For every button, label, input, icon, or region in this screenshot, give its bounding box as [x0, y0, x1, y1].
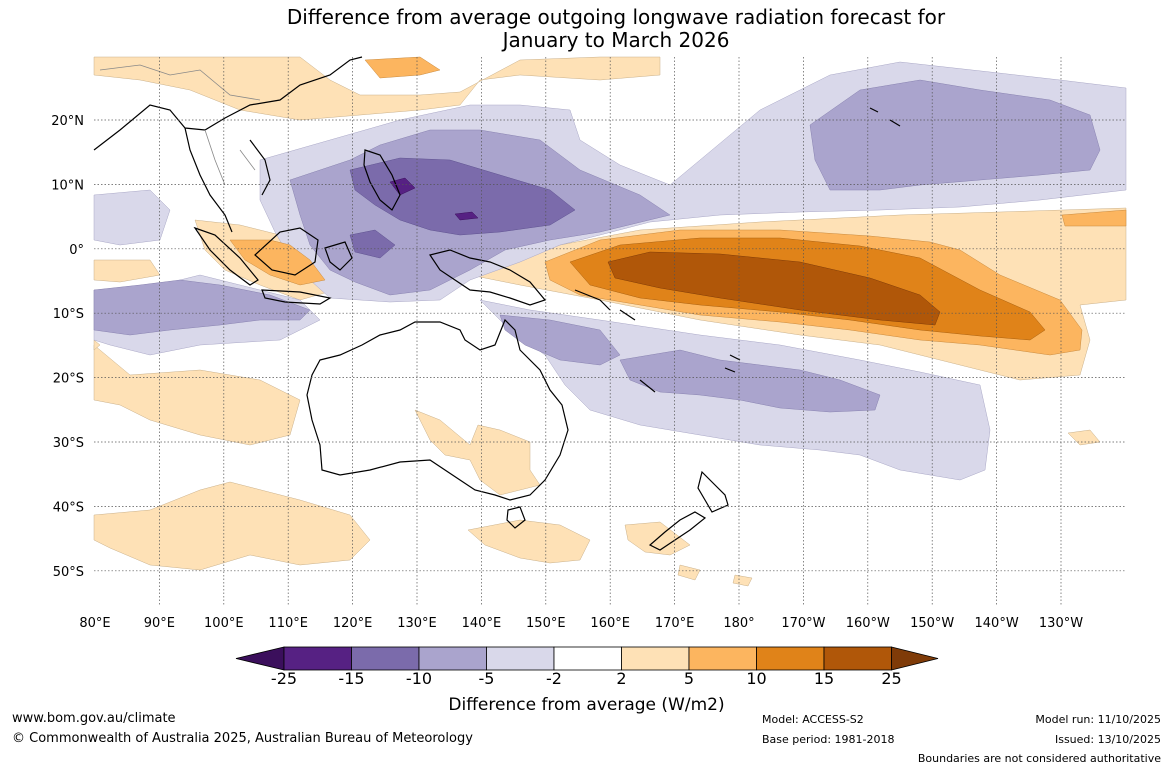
- australia-coast: [306, 318, 569, 501]
- anomaly-negative-15-25: [389, 177, 479, 221]
- chart-title-line2: January to March 2026: [502, 28, 730, 52]
- new-guinea-coast: [429, 249, 547, 306]
- longitude-label: 100°E: [204, 616, 244, 631]
- colorbar-tick-label: -10: [405, 669, 433, 688]
- latitude-label: 50°S: [53, 565, 84, 580]
- longitude-labels: 80°E 90°E 100°E 110°E 120°E 130°E 140°E 150°E 16…: [79, 616, 1083, 631]
- latitude-label: 40°S: [53, 500, 84, 515]
- colorbar-tick-label: 25: [881, 669, 902, 688]
- colorbar-tick-label: 15: [813, 669, 835, 688]
- longitude-label: 90°E: [144, 616, 175, 631]
- colorbar-extend-low: [235, 646, 285, 671]
- longitude-label: 140°W: [975, 616, 1019, 631]
- longitude-label: 110°E: [268, 616, 308, 631]
- footer-model-run: Model run: 11/10/2025: [1035, 713, 1161, 726]
- longitude-label: 180°: [723, 616, 754, 631]
- coastlines: [93, 56, 901, 551]
- colorbar-title: Difference from average (W/m2): [448, 695, 725, 715]
- latitude-labels: 20°N 10°N 0° 10°S 20°S 30°S 40°S 50°S: [51, 114, 84, 580]
- borneo-coast: [254, 227, 319, 276]
- country-borders: [99, 64, 261, 186]
- sumatra-coast: [193, 226, 259, 286]
- latitude-label: 30°S: [53, 436, 84, 451]
- colorbar-tick-label: -2: [546, 669, 562, 688]
- latitude-label: 20°N: [51, 114, 84, 129]
- asia-coast: [93, 56, 363, 233]
- latitude-label: 10°N: [51, 178, 84, 193]
- footer-url[interactable]: www.bom.gov.au/climate: [12, 711, 176, 726]
- longitude-label: 170°E: [655, 616, 695, 631]
- anomaly-negative-10-15: [349, 157, 576, 259]
- footer-copyright: © Commonwealth of Australia 2025, Austra…: [12, 731, 473, 746]
- colorbar-tick-label: -5: [478, 669, 495, 688]
- philippines-coast: [363, 149, 401, 211]
- nz-south-island: [648, 511, 707, 551]
- colorbar-segment: [621, 646, 690, 671]
- longitude-label: 80°E: [79, 616, 110, 631]
- longitude-label: 120°E: [333, 616, 373, 631]
- colorbar-segment: [553, 646, 622, 671]
- sulawesi-coast: [324, 241, 353, 271]
- anomaly-positive-15-25: [607, 251, 941, 326]
- new-caledonia: [639, 379, 656, 393]
- tasmania-coast: [506, 506, 526, 529]
- colorbar-segment: [688, 646, 757, 671]
- longitude-label: 130°E: [397, 616, 437, 631]
- colorbar-tick-label: -15: [338, 669, 365, 688]
- colorbar-tick-label: 5: [683, 669, 695, 688]
- colorbar-segment: [283, 646, 352, 671]
- longitude-label: 160°E: [590, 616, 630, 631]
- colorbar-segment: [351, 646, 420, 671]
- nz-north-island: [697, 470, 729, 513]
- colorbar-segment: [756, 646, 825, 671]
- colorbar-tick-label: 2: [616, 669, 627, 688]
- latitude-label: 10°S: [53, 307, 84, 322]
- longitude-label: 140°E: [462, 616, 502, 631]
- gridlines: [94, 57, 1126, 605]
- latitude-label: 0°: [69, 243, 84, 258]
- longitude-label: 160°W: [846, 616, 890, 631]
- colorbar-segment: [486, 646, 555, 671]
- java-coast: [261, 289, 332, 305]
- colorbar: [235, 646, 939, 671]
- footer-issued: Issued: 13/10/2025: [1054, 733, 1161, 746]
- colorbar-extend-high: [891, 646, 939, 671]
- footer-boundaries: Boundaries are not considered authoritat…: [917, 752, 1161, 765]
- chart-title-line1: Difference from average outgoing longwav…: [286, 5, 946, 29]
- hawaii-islands: [869, 107, 901, 127]
- colorbar-tick-label: -25: [270, 669, 298, 688]
- footer-model: Model: ACCESS-S2: [762, 713, 864, 726]
- colorbar-segment: [418, 646, 487, 671]
- latitude-label: 20°S: [53, 372, 84, 387]
- longitude-label: 130°W: [1039, 616, 1083, 631]
- colorbar-segment: [823, 646, 892, 671]
- solomon-islands: [574, 289, 636, 321]
- longitude-label: 150°W: [910, 616, 954, 631]
- footer-base-period: Base period: 1981-2018: [762, 733, 895, 746]
- fiji-islands: [724, 354, 741, 373]
- longitude-label: 150°E: [526, 616, 566, 631]
- colorbar-tick-label: 10: [746, 669, 767, 688]
- longitude-label: 170°W: [781, 616, 825, 631]
